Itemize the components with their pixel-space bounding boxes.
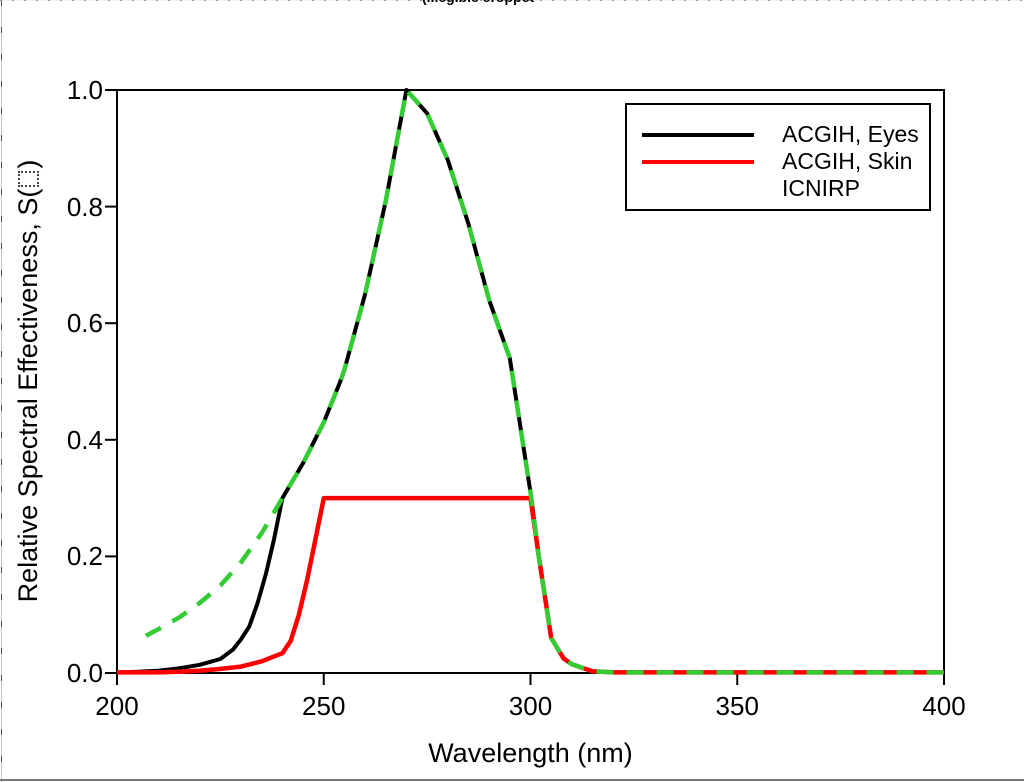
legend-label: ACGIH, Eyes: [782, 121, 919, 147]
y-axis-title-text: Relative Spectral Effectiveness, S(: [13, 188, 43, 603]
x-tick-label: 350: [715, 691, 759, 721]
y-tick-label: 0.8: [66, 191, 103, 222]
x-tick-label: 250: [302, 691, 346, 721]
legend-label: ICNIRP: [782, 175, 860, 201]
y-axis-title: Relative Spectral Effectiveness, S(): [10, 81, 46, 681]
y-tick-label: 0.4: [66, 424, 103, 455]
selection-border-left: [1, 0, 2, 782]
series-acgih-skin: [117, 495, 944, 675]
legend-box: ACGIH, Eyes ACGIH, Skin ICNIRP: [625, 103, 931, 211]
selection-border-bottom: [0, 779, 1024, 781]
legend-item-acgih-eyes: ACGIH, Eyes: [642, 121, 929, 148]
y-tick-label: 0.6: [66, 308, 103, 339]
legend-label: ACGIH, Skin: [782, 148, 913, 174]
x-tick-label: 300: [508, 691, 553, 721]
y-axis-title-suffix: ): [13, 159, 43, 169]
legend-line-sample: [642, 159, 754, 164]
x-axis-title: Wavelength (nm): [428, 738, 633, 768]
x-tick-label: 200: [95, 691, 139, 721]
legend-line-sample: [642, 132, 754, 137]
x-tick-label: 400: [922, 691, 966, 721]
selection-border-top: [0, 0, 1024, 1]
cropped-title-fragment: (illegible cropped title): [422, 0, 534, 5]
legend-item-acgih-skin: ACGIH, Skin: [642, 148, 929, 175]
y-tick-label: 0.0: [66, 658, 103, 688]
y-tick-label: 0.2: [66, 541, 103, 572]
lambda-missing-glyph-icon: [18, 170, 39, 187]
legend-item-icnirp: ICNIRP: [642, 175, 929, 202]
y-tick-label: 1.0: [66, 75, 103, 105]
